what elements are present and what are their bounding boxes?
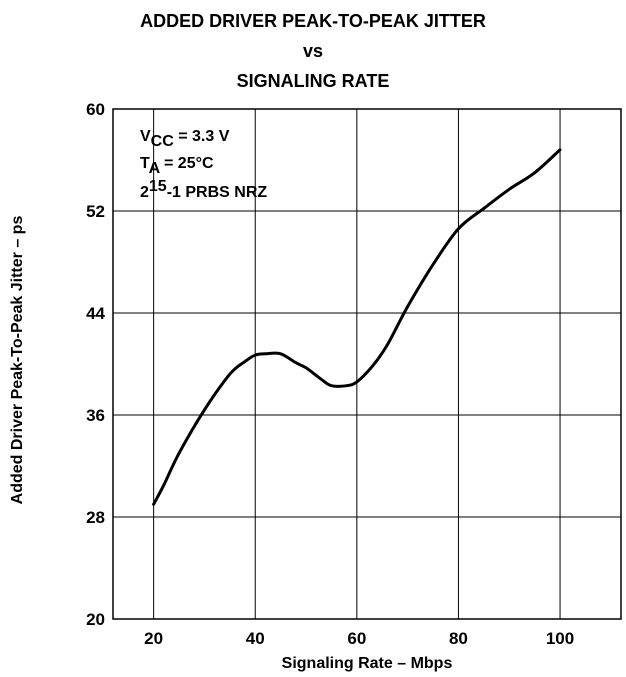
- x-tick-labels: 20 40 60 80 100: [144, 629, 574, 648]
- annotation-ta-prefix: T: [140, 155, 150, 172]
- annotation-prbs-sup: 15: [149, 178, 167, 195]
- x-tick-label: 80: [449, 629, 468, 648]
- condition-annotations: VCC = 3.3 V TA = 25°C 215-1 PRBS NRZ: [140, 128, 267, 201]
- annotation-vcc-value: = 3.3 V: [174, 128, 230, 145]
- x-axis-label: Signaling Rate – Mbps: [282, 655, 453, 672]
- annotation-prbs: 215-1 PRBS NRZ: [140, 178, 267, 201]
- y-tick-label: 52: [86, 202, 105, 221]
- annotation-vcc: VCC = 3.3 V: [140, 128, 230, 150]
- grid-lines: [113, 109, 621, 619]
- y-tick-label: 60: [86, 100, 105, 119]
- annotation-prbs-value: -1 PRBS NRZ: [167, 184, 268, 201]
- y-axis-label: Added Driver Peak-To-Peak Jitter – ps: [9, 216, 26, 505]
- chart-title-block: ADDED DRIVER PEAK-TO-PEAK JITTER vs SIGN…: [0, 6, 626, 96]
- annotation-ta-value: = 25°C: [160, 155, 214, 172]
- x-tick-label: 20: [144, 629, 163, 648]
- x-tick-label: 60: [347, 629, 366, 648]
- y-tick-label: 28: [86, 508, 105, 527]
- plot-frame: [112, 108, 622, 620]
- y-tick-label: 20: [86, 610, 105, 629]
- chart-title-vs: vs: [302, 41, 324, 61]
- x-tick-label: 40: [246, 629, 265, 648]
- y-tick-label: 36: [86, 406, 105, 425]
- series-line-jitter: [152, 148, 562, 506]
- y-tick-labels: 20 28 36 44 52 60: [86, 100, 105, 629]
- y-tick-label: 44: [86, 304, 105, 323]
- annotation-ta: TA = 25°C: [140, 155, 214, 177]
- chart-title: ADDED DRIVER PEAK-TO-PEAK JITTER: [140, 11, 486, 31]
- annotation-ta-sub: A: [149, 160, 161, 177]
- chart-subtitle: SIGNALING RATE: [236, 71, 390, 91]
- x-tick-label: 100: [546, 629, 574, 648]
- annotation-vcc-sub: CC: [151, 133, 175, 150]
- annotation-vcc-prefix: V: [140, 128, 151, 145]
- annotation-prbs-base: 2: [140, 184, 149, 201]
